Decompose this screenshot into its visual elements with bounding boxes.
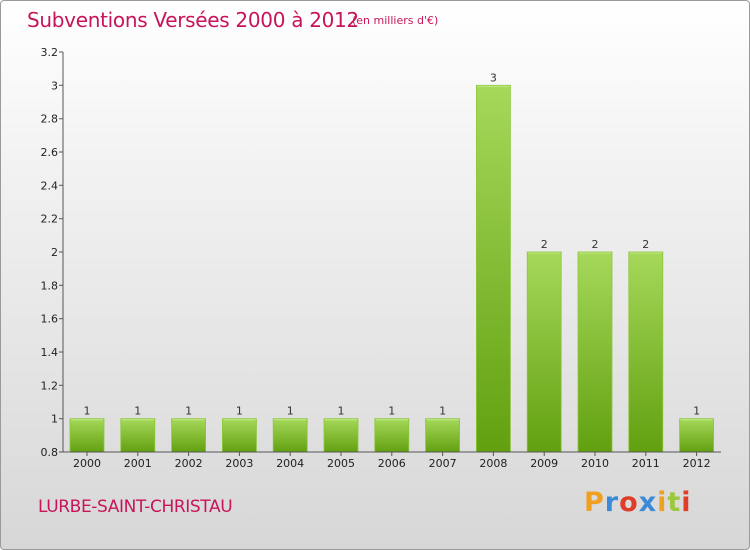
bar-2010 <box>577 251 613 453</box>
x-tick-2010: 2010 <box>581 457 609 470</box>
data-label-2012: 1 <box>693 405 700 418</box>
y-tick-2.2: 2.2 <box>41 213 59 226</box>
logo-letter: i <box>681 487 692 518</box>
x-tick-2003: 2003 <box>225 457 253 470</box>
x-tick-2009: 2009 <box>530 457 558 470</box>
x-tick-2002: 2002 <box>175 457 203 470</box>
data-label-2000: 1 <box>84 405 91 418</box>
x-tick-2006: 2006 <box>378 457 406 470</box>
y-tick-3: 3 <box>51 79 58 92</box>
y-tick-2.4: 2.4 <box>41 179 59 192</box>
data-label-2009: 2 <box>541 238 548 251</box>
bar-2008 <box>475 84 511 453</box>
data-label-2002: 1 <box>185 405 192 418</box>
y-tick-2.8: 2.8 <box>41 113 59 126</box>
x-tick-2007: 2007 <box>429 457 457 470</box>
logo-letter: o <box>619 487 639 518</box>
x-tick-2004: 2004 <box>276 457 304 470</box>
x-tick-2008: 2008 <box>479 457 507 470</box>
y-tick-2: 2 <box>51 246 58 259</box>
bar-2006 <box>374 418 410 453</box>
data-label-2008: 3 <box>490 71 497 84</box>
y-tick-1.6: 1.6 <box>41 313 59 326</box>
data-label-2011: 2 <box>642 238 649 251</box>
y-tick-3.2: 3.2 <box>41 46 59 59</box>
chart-title: Subventions Versées 2000 à 2012 <box>27 8 359 32</box>
data-label-2005: 1 <box>338 405 345 418</box>
unit-note: (en milliers d'€) <box>352 14 439 27</box>
bar-2011 <box>628 251 664 453</box>
x-tick-2011: 2011 <box>632 457 660 470</box>
commune-name: LURBE-SAINT-CHRISTAU <box>38 497 233 517</box>
bar-2000 <box>69 418 105 453</box>
y-tick-1.8: 1.8 <box>41 279 59 292</box>
logo-letter: t <box>667 487 682 518</box>
data-label-2004: 1 <box>287 405 294 418</box>
bar-2009 <box>526 251 562 453</box>
bar-2007 <box>425 418 461 453</box>
logo-letter: P <box>584 487 605 518</box>
bar-2004 <box>272 418 308 453</box>
x-tick-2005: 2005 <box>327 457 355 470</box>
data-label-2006: 1 <box>388 405 395 418</box>
data-label-2007: 1 <box>439 405 446 418</box>
y-tick-2.6: 2.6 <box>41 146 59 159</box>
proxiti-logo: Proxiti <box>584 487 692 518</box>
y-tick-1.4: 1.4 <box>41 346 59 359</box>
bar-2003 <box>221 418 257 453</box>
logo-letter: x <box>638 487 658 518</box>
y-tick-1.2: 1.2 <box>41 379 59 392</box>
y-tick-0.8: 0.8 <box>41 446 59 459</box>
y-tick-1: 1 <box>51 413 58 426</box>
logo-letter: r <box>604 487 620 518</box>
data-label-2001: 1 <box>134 405 141 418</box>
data-label-2003: 1 <box>236 405 243 418</box>
bar-2005 <box>323 418 359 453</box>
bars-layer: 1 1 1 1 1 1 1 1 3 2 2 2 1 <box>69 71 714 453</box>
x-tick-2012: 2012 <box>683 457 711 470</box>
bar-2012 <box>679 418 714 453</box>
bar-2002 <box>171 418 207 453</box>
axis-layer: 2000 2001 2002 2003 2004 2005 2006 2007 2008 2009… <box>41 46 721 470</box>
x-tick-2000: 2000 <box>73 457 101 470</box>
bar-2001 <box>120 418 156 453</box>
x-tick-2001: 2001 <box>124 457 152 470</box>
data-label-2010: 2 <box>592 238 599 251</box>
logo-letter: i <box>657 487 668 518</box>
